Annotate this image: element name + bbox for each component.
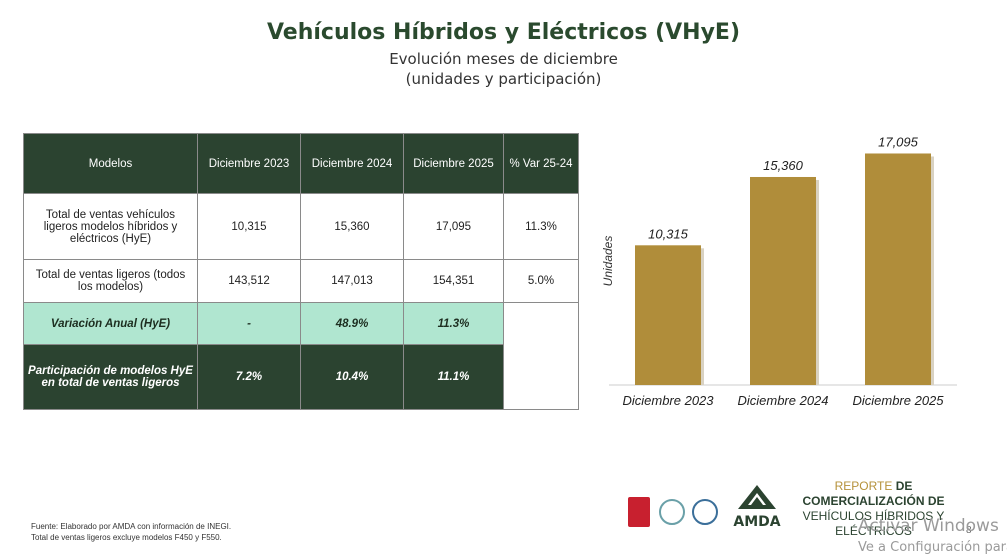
great-place-to-work-logo (628, 497, 650, 527)
sales-table: Modelos Diciembre 2023 Diciembre 2024 Di… (23, 133, 579, 410)
bar-diciembre-2023 (635, 245, 701, 385)
row-label: Variación Anual (HyE) (23, 302, 198, 345)
badge-logo (692, 499, 718, 525)
row-label: Total de ventas vehículos ligeros modelo… (23, 193, 198, 260)
page-title: Vehículos Híbridos y Eléctricos (VHyE) (266, 20, 741, 45)
table-cell: 147,013 (300, 259, 404, 303)
bar-chart: Unidades 10,315 Diciembre 2023 15,360 Dicie… (601, 134, 957, 408)
y-axis-label: Unidades (601, 236, 615, 287)
table-cell: 11.3% (403, 302, 504, 345)
table-cell: 10,315 (197, 193, 301, 260)
row-label: Participación de modelos HyE en total de… (23, 344, 198, 410)
table-cell: 7.2% (197, 344, 301, 410)
row-label: Total de ventas ligeros (todos los model… (23, 259, 198, 303)
table-cell: 11.1% (403, 344, 504, 410)
empty-cell (503, 302, 579, 410)
footer-source: Fuente: Elaborado por AMDA con informaci… (31, 522, 232, 531)
table-cell: 10.4% (300, 344, 404, 410)
data-label: 15,360 (763, 158, 804, 173)
table-cell: 17,095 (403, 193, 504, 260)
seal-logo (659, 499, 685, 525)
watermark-line-2: Ve a Configuración para (858, 540, 1007, 554)
table-row-variacion: Variación Anual (HyE) - 48.9% 11.3% (23, 302, 579, 410)
table-row: Total de ventas ligeros (todos los model… (23, 259, 579, 303)
page-number: 8 (966, 525, 972, 536)
windows-activation-watermark: Activar Windows Ve a Configuración para (858, 515, 1007, 554)
report-line-2: COMERCIALIZACIÓN DE (802, 494, 945, 508)
footer-note: Total de ventas ligeros excluye modelos … (31, 533, 222, 542)
data-label: 10,315 (648, 226, 689, 241)
data-label: 17,095 (878, 134, 919, 149)
report-line-4: ELÉCTRICOS (835, 524, 912, 538)
table-cell: - (197, 302, 301, 345)
header-dic-2023: Diciembre 2023 (197, 133, 301, 194)
report-branding: REPORTE DE COMERCIALIZACIÓN DE VEHÍCULOS… (796, 479, 951, 539)
table-cell: 11.3% (503, 193, 579, 260)
table-row: Total de ventas vehículos ligeros modelo… (23, 193, 579, 260)
x-tick-label: Diciembre 2024 (737, 393, 828, 408)
table-header-row: Modelos Diciembre 2023 Diciembre 2024 Di… (23, 133, 579, 194)
page-subtitle: Evolución meses de diciembre (unidades y… (0, 49, 1007, 89)
x-tick-label: Diciembre 2023 (622, 393, 714, 408)
bar-diciembre-2024 (750, 176, 816, 385)
amda-wordmark: AMDA (733, 514, 780, 530)
x-tick-label: Diciembre 2025 (852, 393, 944, 408)
table-cell: 48.9% (300, 302, 404, 345)
table-cell: 154,351 (403, 259, 504, 303)
amda-logo: AMDA (733, 485, 781, 530)
table-cell: 143,512 (197, 259, 301, 303)
header-dic-2024: Diciembre 2024 (300, 133, 404, 194)
table-cell: 15,360 (300, 193, 404, 260)
table-cell: 5.0% (503, 259, 579, 303)
table-row-participacion: Participación de modelos HyE en total de… (23, 344, 579, 410)
bar-diciembre-2025 (865, 153, 931, 385)
watermark-line-1: Activar Windows (858, 516, 999, 536)
header-modelos: Modelos (23, 133, 198, 194)
partner-logos (628, 493, 722, 529)
report-word: REPORTE (834, 479, 893, 493)
report-de: DE (895, 479, 913, 493)
footer-notes: Fuente: Elaborado por AMDA con informaci… (31, 521, 231, 543)
subtitle-line-2: (unidades y participación) (405, 70, 602, 88)
header-var: % Var 25-24 (503, 133, 579, 194)
subtitle-line-1: Evolución meses de diciembre (389, 50, 618, 68)
header-dic-2025: Diciembre 2025 (403, 133, 504, 194)
report-line-3: VEHÍCULOS HÍBRIDOS Y (802, 509, 945, 523)
